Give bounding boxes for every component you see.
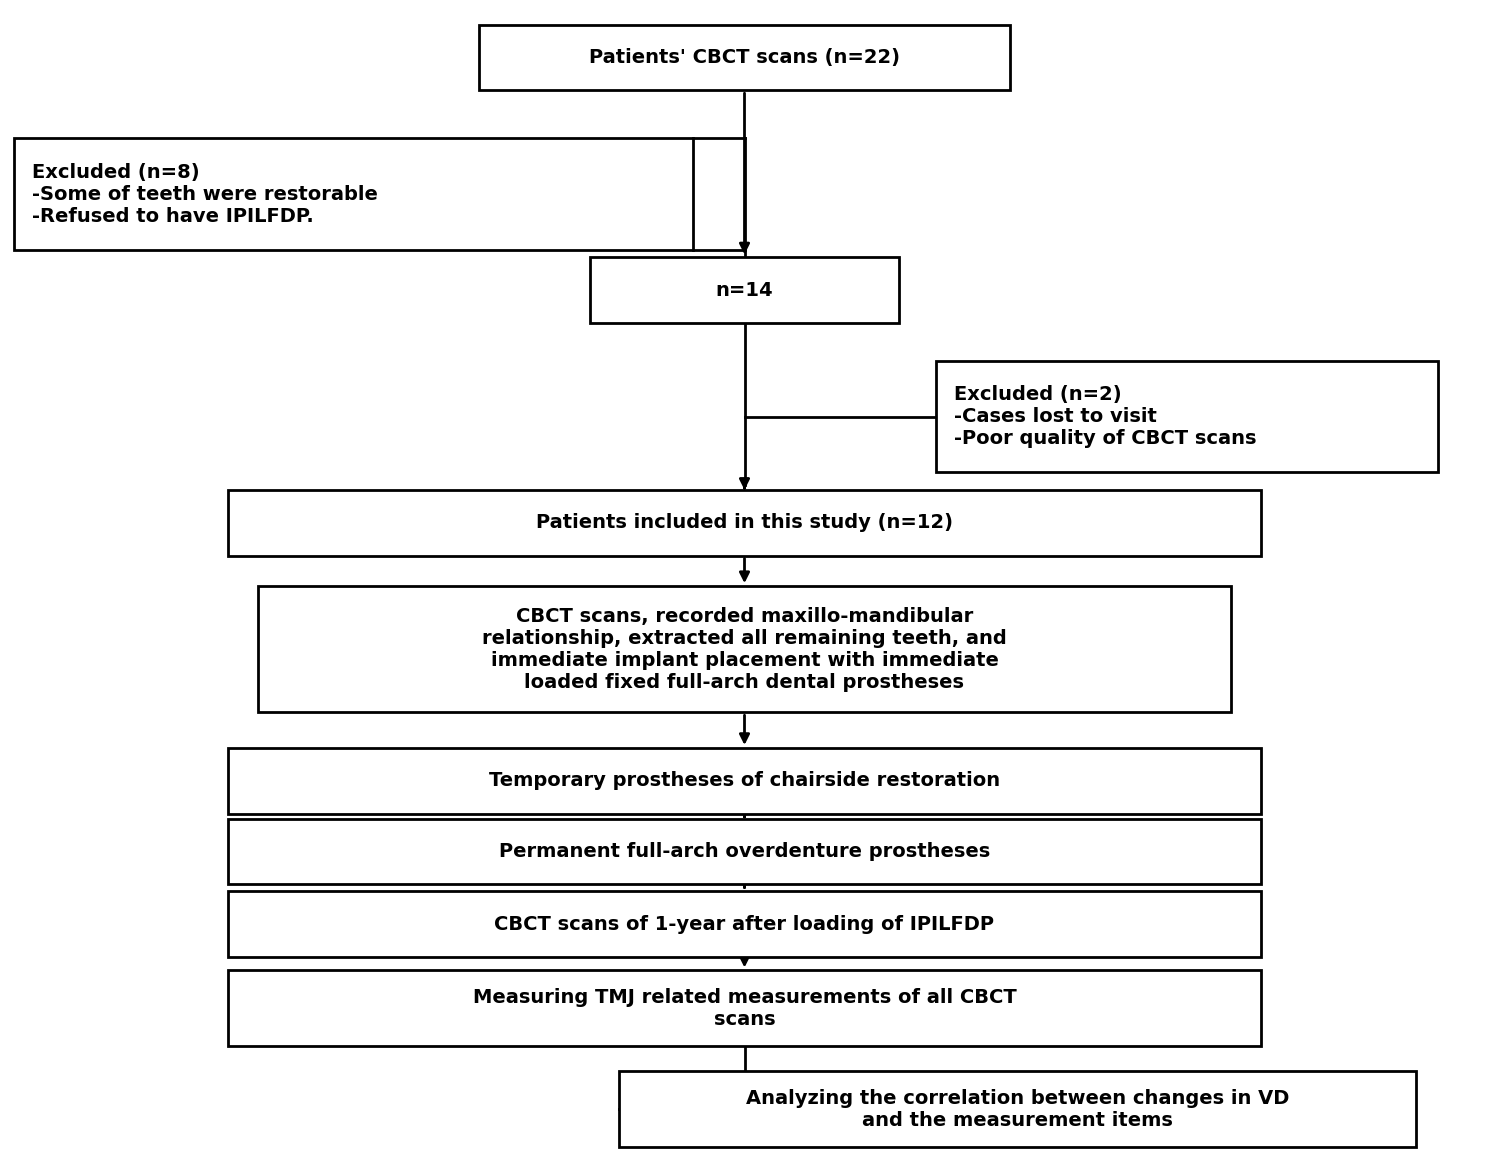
Text: Analyzing the correlation between changes in VD
and the measurement items: Analyzing the correlation between change… <box>746 1089 1289 1130</box>
FancyBboxPatch shape <box>15 138 692 250</box>
Text: Patients included in this study (n=12): Patients included in this study (n=12) <box>536 513 953 532</box>
Text: CBCT scans, recorded maxillo-mandibular
relationship, extracted all remaining te: CBCT scans, recorded maxillo-mandibular … <box>482 607 1007 691</box>
Text: Excluded (n=8)
-Some of teeth were restorable
-Refused to have IPILFDP.: Excluded (n=8) -Some of teeth were resto… <box>33 163 378 225</box>
Text: CBCT scans of 1-year after loading of IPILFDP: CBCT scans of 1-year after loading of IP… <box>494 915 995 934</box>
FancyBboxPatch shape <box>937 361 1438 472</box>
Text: Patients' CBCT scans (n=22): Patients' CBCT scans (n=22) <box>590 48 899 67</box>
FancyBboxPatch shape <box>228 748 1261 813</box>
Text: Permanent full-arch overdenture prostheses: Permanent full-arch overdenture prosthes… <box>499 841 990 861</box>
FancyBboxPatch shape <box>228 490 1261 556</box>
FancyBboxPatch shape <box>228 892 1261 958</box>
FancyBboxPatch shape <box>590 258 899 323</box>
FancyBboxPatch shape <box>228 970 1261 1047</box>
FancyBboxPatch shape <box>619 1071 1416 1147</box>
Text: n=14: n=14 <box>716 280 773 300</box>
FancyBboxPatch shape <box>258 586 1231 713</box>
FancyBboxPatch shape <box>479 25 1010 90</box>
Text: Excluded (n=2)
-Cases lost to visit
-Poor quality of CBCT scans: Excluded (n=2) -Cases lost to visit -Poo… <box>954 386 1257 448</box>
FancyBboxPatch shape <box>228 818 1261 885</box>
Text: Temporary prostheses of chairside restoration: Temporary prostheses of chairside restor… <box>488 771 1001 790</box>
Text: Measuring TMJ related measurements of all CBCT
scans: Measuring TMJ related measurements of al… <box>472 988 1017 1029</box>
